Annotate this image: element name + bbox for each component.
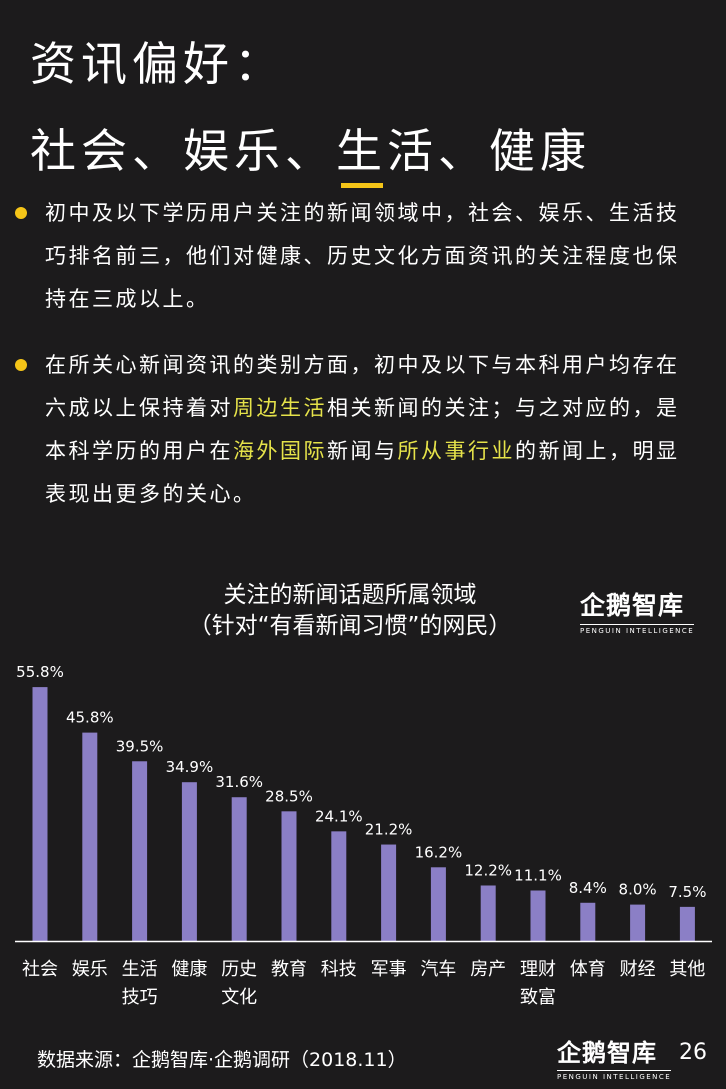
- bar-8: [430, 867, 446, 941]
- penguin-intelligence-logo: 企鹅智库 PENGUIN INTELLIGENCE: [580, 586, 695, 635]
- data-label-10: 11.1%: [514, 866, 562, 884]
- bullet-text: 初中及以下学历用户关注的新闻领域中，社会、娱乐、生活技巧排名前三，他们对健康、历…: [45, 201, 680, 311]
- data-label-3: 34.9%: [166, 758, 214, 776]
- data-label-8: 16.2%: [415, 843, 463, 861]
- body-text: 相关新闻的关注；与之对应的，是本科学历的用户在: [45, 396, 680, 463]
- category-label-12: 财经: [620, 959, 656, 980]
- data-label-4: 31.6%: [215, 773, 263, 791]
- page-number: 26: [679, 1040, 707, 1065]
- body-text: 在所关心新闻资讯的类别方面，初中及以下与本科用户均存在六成以上保持着对: [45, 353, 680, 420]
- data-source: 数据来源：企鹅智库·企鹅调研（2018.11）: [37, 1049, 407, 1071]
- category-label-13: 其他: [669, 959, 705, 980]
- data-label-5: 28.5%: [265, 787, 313, 805]
- bullet-dot-icon: [15, 359, 27, 371]
- title-accent-bar: [341, 183, 383, 188]
- bar-4: [231, 797, 247, 941]
- bullet-text: 在所关心新闻资讯的类别方面，初中及以下与本科用户均存在六成以上保持着对周边生活相…: [45, 353, 680, 506]
- bullet-paragraph-2: 在所关心新闻资讯的类别方面，初中及以下与本科用户均存在六成以上保持着对周边生活相…: [15, 344, 695, 516]
- data-label-0: 55.8%: [16, 663, 64, 681]
- penguin-intelligence-logo-footer: 企鹅智库 PENGUIN INTELLIGENCE: [557, 1033, 672, 1081]
- data-label-1: 45.8%: [66, 709, 114, 727]
- body-text: 新闻与: [327, 439, 398, 463]
- page-title-line-1: 资讯偏好：: [30, 37, 285, 91]
- page-title-line-2: 社会、娱乐、生活、健康: [30, 124, 591, 178]
- highlight-text: 所从事行业: [397, 439, 515, 463]
- category-label-4: 历史: [221, 959, 257, 980]
- data-label-6: 24.1%: [315, 807, 363, 825]
- data-label-12: 8.0%: [619, 881, 657, 899]
- bar-13: [679, 906, 695, 941]
- body-text: 初中及以下学历用户关注的新闻领域中，社会、娱乐、生活技巧排名前三，他们对健康、历…: [45, 201, 680, 311]
- category-label-6: 科技: [321, 959, 357, 980]
- bar-1: [82, 732, 98, 941]
- highlight-text: 周边生活: [233, 396, 327, 420]
- bullet-paragraph-1: 初中及以下学历用户关注的新闻领域中，社会、娱乐、生活技巧排名前三，他们对健康、历…: [15, 192, 695, 321]
- logo-name-en: PENGUIN INTELLIGENCE: [557, 1070, 672, 1081]
- bar-12: [630, 904, 646, 941]
- bar-11: [580, 902, 596, 941]
- bar-2: [132, 761, 148, 941]
- bar-5: [281, 811, 297, 941]
- highlight-text: 海外国际: [233, 439, 327, 463]
- category-label-8: 汽车: [420, 959, 456, 980]
- bullet-dot-icon: [15, 207, 27, 219]
- bar-chart: 55.8% 社会 45.8% 娱乐 39.5% 生活技巧 34.9% 健康 31.6% 历史文化 2…: [15, 663, 712, 1008]
- data-label-7: 21.2%: [365, 821, 413, 839]
- data-label-2: 39.5%: [116, 737, 164, 755]
- category-label-10: 理财: [520, 959, 556, 980]
- category-label-3: 健康: [171, 959, 207, 980]
- category-label-5: 教育: [271, 959, 307, 980]
- category-label-2-line2: 技巧: [122, 987, 158, 1008]
- bar-6: [331, 831, 347, 941]
- data-label-11: 8.4%: [569, 879, 607, 897]
- body-text: 的新闻上，明显表现出更多的关心。: [45, 439, 680, 506]
- category-label-0: 社会: [22, 959, 58, 980]
- data-label-13: 7.5%: [668, 883, 706, 901]
- bar-3: [181, 782, 197, 941]
- bar-0: [32, 687, 48, 941]
- category-label-1: 娱乐: [72, 959, 108, 980]
- logo-name-en: PENGUIN INTELLIGENCE: [580, 624, 695, 635]
- category-label-9: 房产: [470, 959, 506, 980]
- bar-9: [480, 885, 496, 941]
- category-label-4-line2: 文化: [221, 987, 257, 1008]
- bar-7: [381, 844, 397, 941]
- bar-10: [530, 890, 546, 941]
- logo-name-cn: 企鹅智库: [580, 591, 685, 620]
- chart-title: 关注的新闻话题所属领域: [223, 582, 477, 608]
- category-label-2: 生活: [122, 959, 158, 980]
- data-label-9: 12.2%: [464, 861, 512, 879]
- category-label-7: 军事: [371, 959, 407, 980]
- chart-subtitle: （针对“有看新闻习惯”的网民）: [188, 613, 512, 639]
- logo-name-cn: 企鹅智库: [557, 1039, 657, 1067]
- category-label-11: 体育: [570, 959, 606, 980]
- category-label-10-line2: 致富: [520, 987, 556, 1008]
